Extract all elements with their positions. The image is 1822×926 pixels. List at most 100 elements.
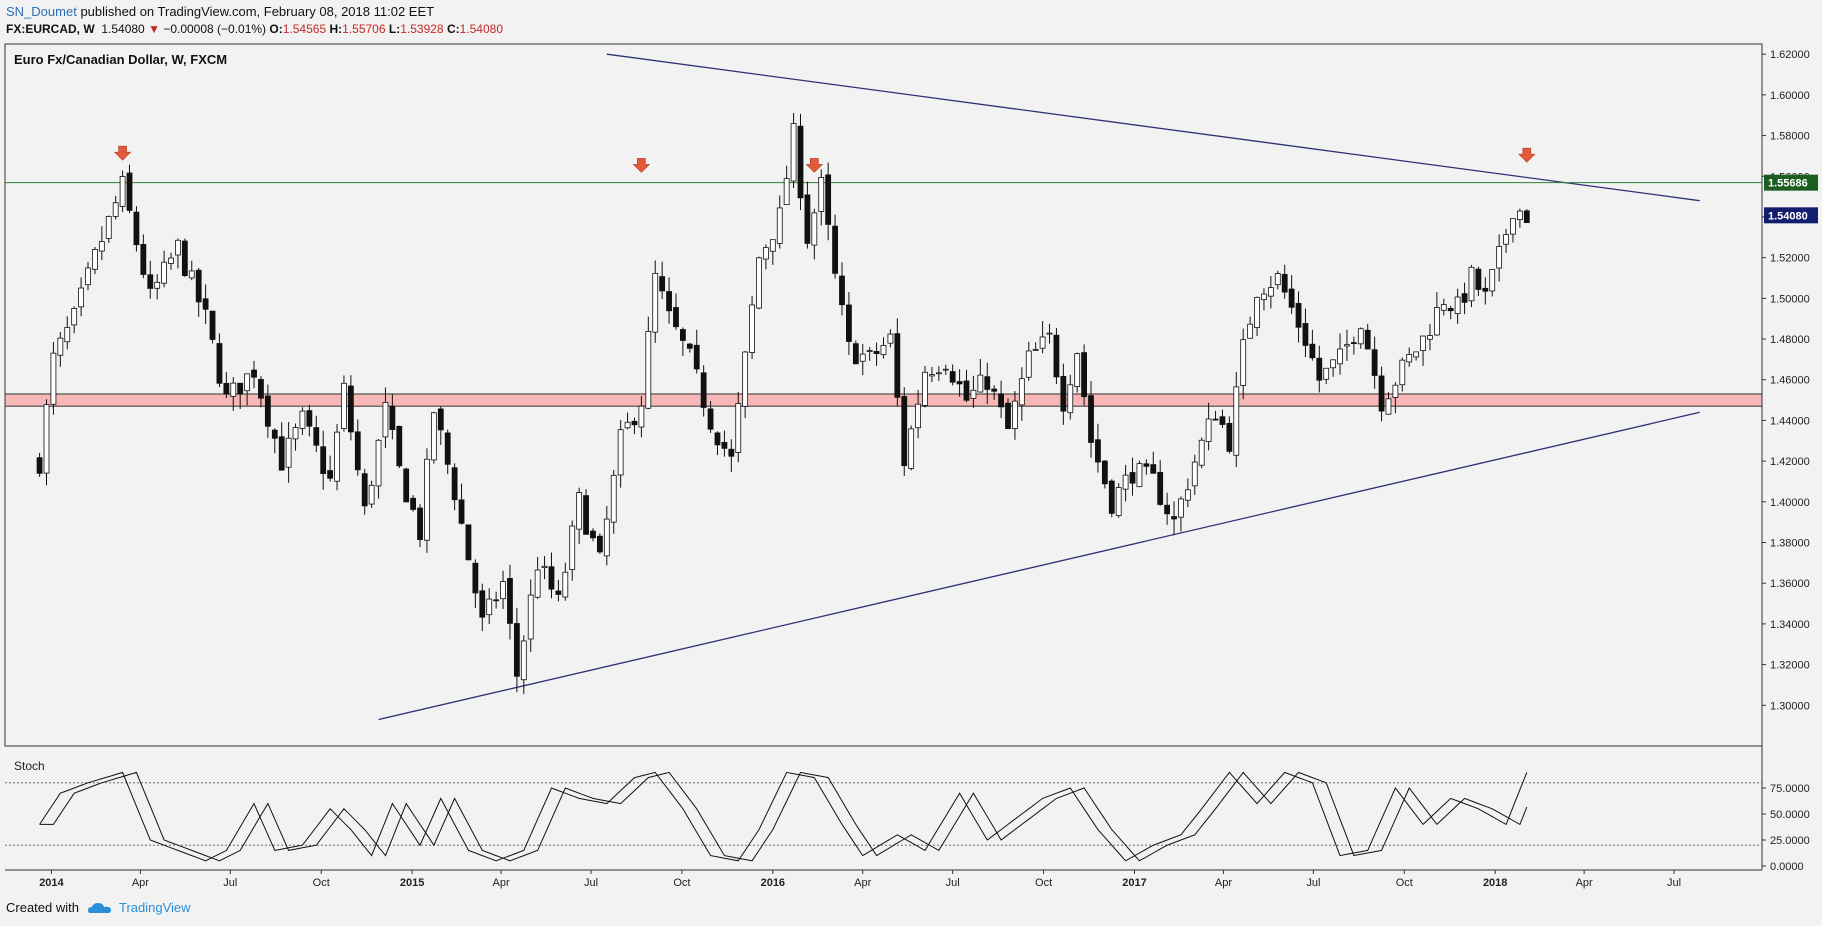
candle-body bbox=[1440, 304, 1447, 311]
candle-body bbox=[168, 257, 174, 264]
time-tick-label: 2017 bbox=[1122, 877, 1146, 889]
candle-body bbox=[1212, 418, 1219, 421]
candle-body bbox=[970, 389, 977, 399]
candle-body bbox=[1371, 349, 1378, 376]
down-arrow-marker-icon bbox=[805, 158, 824, 173]
time-tick-label: Jul bbox=[1306, 877, 1320, 889]
candle-body bbox=[354, 431, 361, 471]
candle-body bbox=[583, 495, 589, 535]
candle-body bbox=[1081, 352, 1088, 398]
candle-body bbox=[1392, 384, 1399, 398]
candle-body bbox=[721, 441, 728, 449]
candle-body bbox=[244, 373, 251, 392]
tradingview-link[interactable]: TradingView bbox=[118, 900, 191, 915]
last-price: 1.54080 bbox=[101, 22, 145, 36]
candle-body bbox=[659, 276, 666, 292]
price-badge-label: 1.54080 bbox=[1768, 210, 1808, 222]
price-badge bbox=[1764, 207, 1818, 224]
candle-body bbox=[320, 446, 327, 474]
candle-body bbox=[161, 261, 167, 284]
candle-body bbox=[285, 437, 292, 468]
candle-body bbox=[64, 327, 71, 343]
candle-body bbox=[278, 436, 285, 471]
support-zone-band bbox=[4, 393, 1763, 407]
candle-body bbox=[1316, 357, 1323, 381]
candle-body bbox=[133, 211, 140, 246]
candle-body bbox=[1240, 339, 1247, 386]
candle-body bbox=[368, 484, 375, 505]
candle-body bbox=[984, 376, 991, 390]
candle-body bbox=[693, 344, 700, 370]
candle-body bbox=[894, 333, 901, 398]
symbol-label: FX:EURCAD, W bbox=[6, 22, 95, 36]
candle-body bbox=[576, 492, 583, 530]
candle-body bbox=[513, 623, 520, 677]
publish-info: published on TradingView.com, February 0… bbox=[80, 4, 435, 19]
candle-body bbox=[1171, 516, 1177, 520]
candle-body bbox=[396, 425, 403, 467]
candle-body bbox=[389, 405, 396, 430]
candle-body bbox=[1344, 344, 1350, 347]
candle-body bbox=[797, 125, 804, 199]
candle-body bbox=[437, 408, 444, 431]
candle-body bbox=[520, 640, 527, 681]
candle-body bbox=[1074, 353, 1081, 387]
price-tick-label: 1.62000 bbox=[1770, 49, 1810, 61]
candle-body bbox=[299, 410, 306, 429]
price-tick-label: 1.42000 bbox=[1770, 456, 1810, 468]
down-arrow-marker-icon bbox=[1518, 147, 1536, 163]
username-link[interactable]: SN_Doumet bbox=[6, 4, 77, 19]
candle-body bbox=[1261, 293, 1267, 301]
price-badge bbox=[1764, 174, 1818, 191]
price-tick-label: 1.46000 bbox=[1770, 375, 1810, 387]
candle-body bbox=[119, 176, 126, 207]
close-label: C: bbox=[446, 22, 460, 36]
candle-body bbox=[666, 291, 672, 312]
candle-body bbox=[1468, 266, 1475, 302]
stoch-tick-label: 50.0000 bbox=[1770, 809, 1810, 821]
candle-body bbox=[590, 530, 596, 539]
candle-body bbox=[1399, 359, 1406, 386]
candle-body bbox=[977, 374, 984, 393]
candle-body bbox=[673, 307, 679, 328]
candle-body bbox=[742, 351, 749, 407]
candle-body bbox=[749, 304, 755, 353]
candle-body bbox=[527, 594, 534, 640]
candle-body bbox=[1364, 329, 1371, 350]
candle-body bbox=[1025, 350, 1032, 378]
candle-body bbox=[78, 287, 84, 308]
candle-body bbox=[1108, 480, 1115, 514]
candle-body bbox=[1219, 416, 1226, 425]
candle-body bbox=[915, 403, 921, 429]
candle-body bbox=[1302, 323, 1309, 346]
publish-header: SN_Doumet published on TradingView.com, … bbox=[6, 4, 434, 19]
candle-body bbox=[638, 405, 645, 428]
time-axis: 2014 Apr Jul Oct 2015 Apr Jul Oct 2016 Apr Jul Oct 2… bbox=[39, 870, 1681, 889]
candle-body bbox=[1053, 334, 1060, 378]
candle-body bbox=[195, 269, 202, 303]
price-tick-label: 1.60000 bbox=[1770, 90, 1810, 102]
candle-body bbox=[1122, 474, 1129, 490]
candle-body bbox=[839, 275, 845, 306]
candle-body bbox=[1433, 307, 1440, 336]
candle-body bbox=[92, 249, 98, 270]
candle-body bbox=[735, 403, 742, 453]
time-tick-label: Jul bbox=[1667, 877, 1681, 889]
candle-body bbox=[1039, 336, 1046, 349]
candle-body bbox=[313, 427, 320, 446]
candle-body bbox=[1489, 269, 1496, 292]
candle-body bbox=[1184, 489, 1191, 501]
candle-body bbox=[763, 247, 769, 260]
down-arrow-icon: ▼ bbox=[148, 22, 160, 36]
support-trendline bbox=[378, 411, 1700, 721]
time-tick-label: 2018 bbox=[1483, 877, 1507, 889]
candle-body bbox=[624, 421, 631, 429]
candle-body bbox=[1295, 303, 1302, 328]
candle-body bbox=[963, 380, 970, 401]
candle-body bbox=[548, 566, 555, 590]
candle-body bbox=[555, 590, 562, 595]
candle-body bbox=[846, 304, 852, 342]
price-tick-label: 1.58000 bbox=[1770, 131, 1810, 143]
candle-body bbox=[776, 207, 783, 244]
